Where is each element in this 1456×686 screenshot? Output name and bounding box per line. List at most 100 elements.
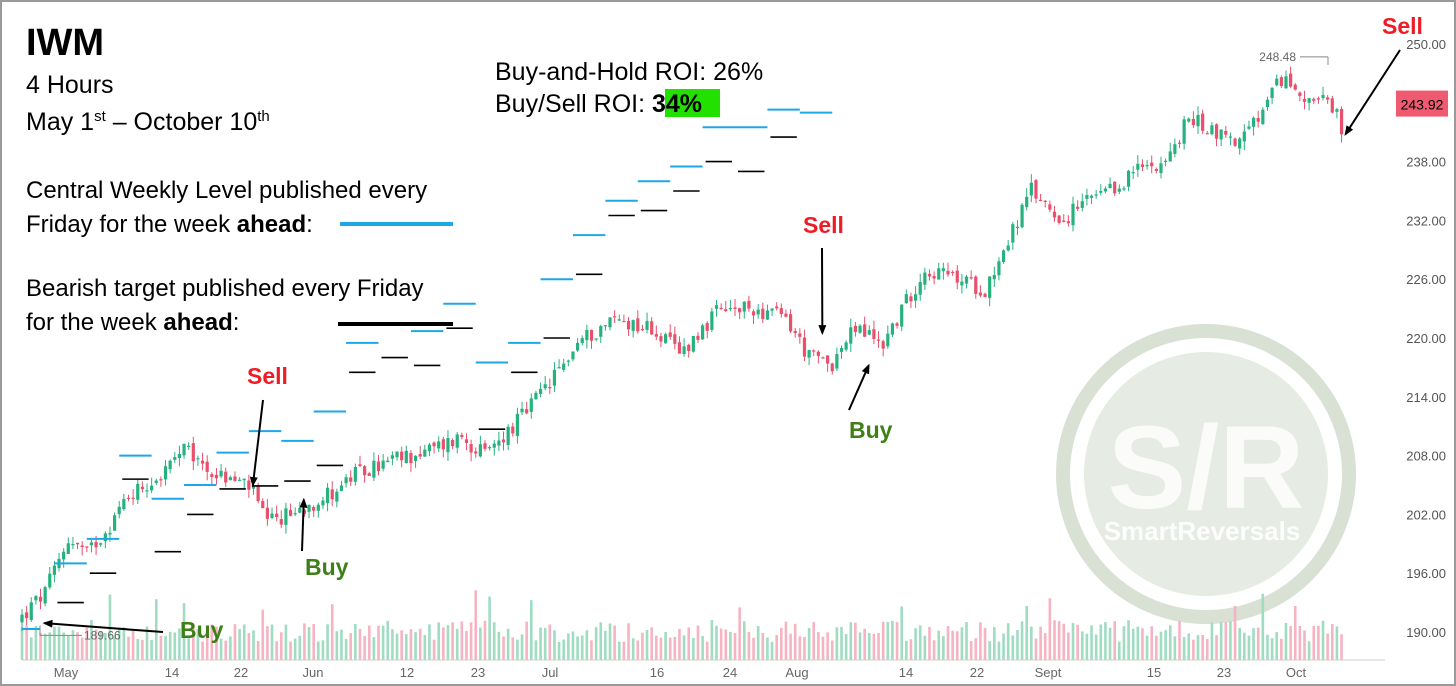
volume-bar [817, 632, 820, 660]
volume-bar [344, 638, 348, 660]
candle-body [372, 460, 376, 478]
volume-bar [39, 632, 42, 660]
candle-body [469, 444, 473, 453]
bearish-target-text-1: Bearish target published every Friday [26, 275, 424, 302]
candle-body [1122, 188, 1126, 190]
volume-bar [511, 637, 515, 660]
volume-bar [307, 627, 311, 660]
candle-body [756, 309, 760, 315]
candle-body [738, 308, 742, 313]
candle-body [1085, 194, 1089, 199]
candle-body [1330, 98, 1334, 113]
volume-bar [1057, 621, 1061, 660]
volume-bar [201, 641, 204, 660]
volume-bar [483, 620, 487, 660]
candle-body [247, 480, 251, 490]
x-tick-label: 15 [1147, 665, 1161, 680]
candle-body [1071, 203, 1075, 226]
candle-body [918, 282, 922, 295]
volume-bar [465, 631, 468, 660]
volume-bar [1104, 622, 1107, 660]
candle-body [85, 546, 89, 548]
central-level-post: : [306, 211, 313, 238]
volume-bar [1094, 634, 1098, 660]
volume-bar [312, 623, 315, 660]
candle-body [265, 507, 269, 519]
volume-bar [1312, 625, 1316, 660]
candle-body [779, 308, 783, 315]
candle-body [705, 323, 709, 331]
candle-body [983, 293, 987, 298]
volume-bar [1006, 623, 1010, 660]
volume-bar [895, 622, 899, 660]
buy-sell-roi-label: Buy/Sell ROI: [495, 90, 652, 118]
candle-body [390, 455, 394, 459]
candle-body [483, 443, 487, 449]
volume-bar [1118, 641, 1121, 660]
volume-bar [349, 633, 353, 660]
volume-bar [34, 625, 38, 660]
volume-bar [655, 635, 658, 660]
volume-bar [159, 635, 163, 660]
volume-bar [455, 628, 459, 660]
volume-bar [367, 625, 371, 660]
candle-body [872, 329, 876, 339]
volume-bar [451, 622, 454, 660]
volume-bar [520, 634, 524, 660]
candle-body [682, 346, 686, 355]
roi-highlight [665, 89, 720, 117]
volume-bar [659, 637, 663, 660]
volume-bar [1321, 620, 1325, 660]
candle-body [38, 596, 43, 602]
volume-bar [650, 627, 653, 660]
volume-bar [594, 627, 598, 660]
volume-bar [1043, 633, 1047, 660]
candle-body [534, 392, 538, 400]
volume-bar [279, 632, 283, 660]
volume-bar [1155, 635, 1158, 660]
volume-bar [1136, 626, 1140, 660]
candle-body [168, 460, 172, 470]
candle-body [1275, 78, 1279, 86]
candlesticks [20, 66, 1344, 632]
volume-bar [460, 621, 464, 660]
x-tick-label: Jul [542, 665, 559, 680]
volume-bar [622, 641, 626, 660]
candle-body [1326, 97, 1330, 100]
candle-body [849, 327, 853, 344]
volume-bar [798, 636, 802, 660]
volume-bar [983, 627, 987, 660]
candle-body [432, 442, 436, 447]
candle-body [923, 272, 927, 285]
volume-bar [446, 625, 450, 660]
volume-bar [682, 635, 686, 660]
candle-body [631, 320, 635, 331]
volume-bar [576, 636, 579, 660]
volume-bar [43, 633, 47, 660]
volume-bar [506, 628, 510, 660]
candle-body [886, 333, 890, 347]
candle-body [765, 310, 770, 320]
candle-body [474, 451, 478, 454]
volume-bar [752, 637, 755, 660]
watermark-outer-ring [1056, 324, 1356, 624]
candle-body [103, 533, 107, 542]
candle-body [145, 490, 149, 492]
candle-body [613, 316, 617, 318]
volume-bar [877, 633, 880, 660]
volume-bar [580, 635, 584, 660]
candle-body [131, 497, 135, 499]
candle-body [1001, 250, 1006, 263]
candle-body [210, 474, 214, 477]
candle-body [1034, 180, 1038, 199]
volume-bar [849, 622, 853, 660]
volume-bar [432, 639, 436, 660]
volume-bar [812, 622, 816, 660]
candle-body [835, 354, 839, 369]
volume-bar [1275, 632, 1279, 660]
candle-body [427, 444, 432, 452]
candle-body [626, 320, 631, 330]
volume-bar [224, 640, 228, 660]
volume-bar [127, 636, 130, 660]
volume-bar [724, 629, 728, 660]
